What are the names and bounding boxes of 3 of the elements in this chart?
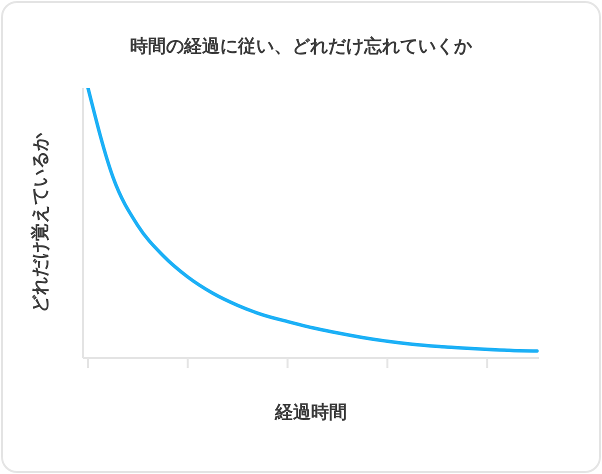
y-axis-title: どれだけ覚えているか	[29, 133, 52, 313]
chart-title: 時間の経過に従い、どれだけ忘れていくか	[129, 35, 473, 58]
x-axis-title: 経過時間	[274, 401, 348, 424]
